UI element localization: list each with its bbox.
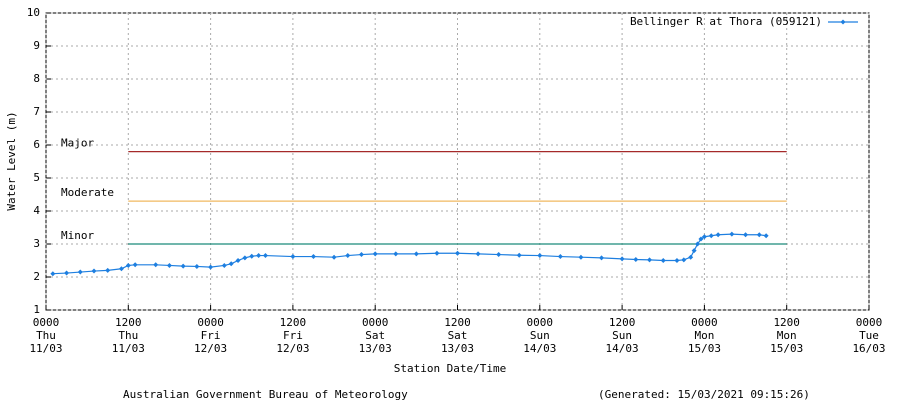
y-tick-label: 3 <box>33 237 40 250</box>
data-point <box>221 262 227 268</box>
data-point <box>496 252 502 258</box>
data-point <box>310 254 316 260</box>
data-point <box>619 256 625 262</box>
data-point <box>64 270 70 276</box>
data-point <box>256 253 262 259</box>
data-point <box>691 248 697 254</box>
y-tick-label: 7 <box>33 105 40 118</box>
data-point <box>455 250 460 256</box>
data-point <box>235 258 241 263</box>
data-point <box>132 262 138 268</box>
x-tick-label: 1200 Sat 13/03 <box>440 316 475 355</box>
x-tick-label: 0000 Tue 16/03 <box>852 316 886 355</box>
y-tick-label: 6 <box>33 138 40 151</box>
x-tick-label: 0000 Thu 11/03 <box>29 316 63 355</box>
data-point <box>743 232 749 238</box>
x-tick-label: 0000 Sun 14/03 <box>523 316 557 355</box>
y-tick-label: 1 <box>33 303 40 316</box>
legend-marker <box>840 19 846 25</box>
threshold-label: Minor <box>61 229 94 242</box>
data-point <box>290 254 296 260</box>
y-tick-label: 10 <box>27 6 40 19</box>
data-point <box>708 233 714 239</box>
x-tick-label: 0000 Fri 12/03 <box>194 316 228 355</box>
data-point <box>695 241 701 247</box>
threshold-label: Moderate <box>61 186 114 199</box>
data-point <box>763 233 769 239</box>
data-point <box>599 255 605 261</box>
data-point <box>166 262 172 268</box>
data-point <box>91 268 97 274</box>
data-point <box>180 263 186 269</box>
data-point <box>756 232 762 238</box>
y-tick-label: 5 <box>33 171 40 184</box>
data-point <box>345 253 351 259</box>
y-axis-label: Water Level (m) <box>5 111 18 210</box>
data-point <box>674 258 680 263</box>
data-point <box>194 263 200 269</box>
data-point <box>688 254 694 260</box>
x-tick-label: 1200 Mon 15/03 <box>770 316 804 355</box>
data-point <box>729 231 735 237</box>
data-point <box>516 252 522 258</box>
data-point <box>208 264 214 270</box>
data-point <box>331 254 337 260</box>
data-point <box>242 255 248 261</box>
data-point <box>633 257 639 263</box>
footer-left: Australian Government Bureau of Meteorol… <box>123 388 408 401</box>
data-point <box>557 254 563 260</box>
series-line <box>52 233 767 275</box>
x-tick-label: 1200 Sun 14/03 <box>605 316 639 355</box>
threshold-label: Major <box>61 137 94 150</box>
data-point <box>358 252 364 258</box>
data-point <box>681 257 687 263</box>
data-point <box>434 250 440 256</box>
data-point <box>77 269 83 275</box>
data-point <box>393 251 399 257</box>
y-tick-label: 9 <box>33 39 40 52</box>
data-point <box>701 234 707 240</box>
data-point <box>537 253 543 259</box>
x-tick-label: 0000 Mon 15/03 <box>687 316 721 355</box>
data-point <box>105 267 111 273</box>
data-point <box>50 271 56 277</box>
data-point <box>647 257 653 263</box>
data-point <box>153 262 159 268</box>
data-point <box>228 261 234 267</box>
y-tick-label: 2 <box>33 270 40 283</box>
x-tick-label: 1200 Fri 12/03 <box>276 316 310 355</box>
y-tick-label: 4 <box>33 204 40 217</box>
data-point <box>118 266 124 272</box>
x-axis-label: Station Date/Time <box>393 362 507 375</box>
y-tick-label: 8 <box>33 72 40 85</box>
x-tick-label: 1200 Thu 11/03 <box>111 316 145 355</box>
data-point <box>372 251 378 257</box>
data-point <box>578 254 584 260</box>
footer-right: (Generated: 15/03/2021 09:15:26) <box>598 388 810 401</box>
data-point <box>413 251 419 257</box>
legend-label: Bellinger R at Thora (059121) <box>630 15 822 28</box>
x-tick-label: 0000 Sat 13/03 <box>358 316 392 355</box>
data-point <box>660 258 666 263</box>
data-point <box>475 251 481 257</box>
data-point <box>715 232 721 238</box>
data-point <box>262 253 268 259</box>
data-point <box>698 236 704 242</box>
data-point <box>125 262 131 268</box>
data-point <box>249 253 255 259</box>
